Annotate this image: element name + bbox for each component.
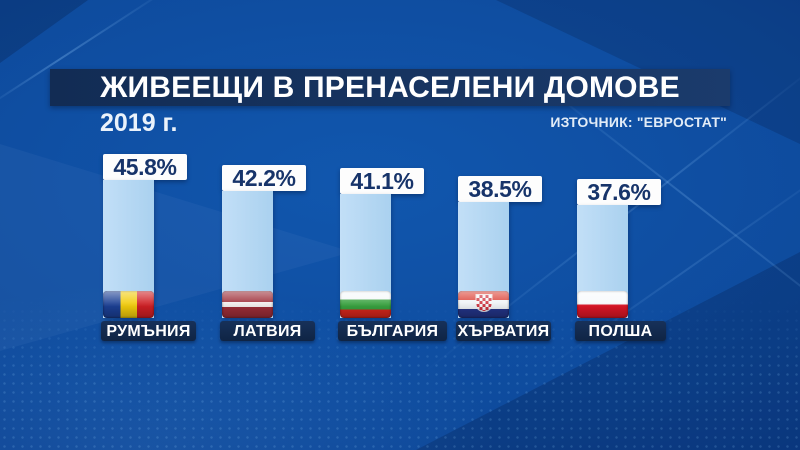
source-label: ИЗТОЧНИК: "ЕВРОСТАТ" [550, 114, 727, 130]
year-label: 2019 г. [100, 109, 178, 137]
country-label-romania: РУМЪНИЯ [101, 321, 196, 341]
bar-romania [103, 180, 154, 318]
value-badge-bulgaria: 41.1% [340, 168, 424, 194]
country-label-poland: ПОЛША [575, 321, 666, 341]
value-badge-poland: 37.6% [577, 179, 661, 205]
value-badge-croatia: 38.5% [458, 176, 542, 202]
value-badge-latvia: 42.2% [222, 165, 306, 191]
flag-bulgaria-icon [340, 291, 391, 318]
country-label-croatia: ХЪРВАТИЯ [456, 321, 551, 341]
flag-romania-icon [103, 291, 154, 318]
title-band: ЖИВЕЕЩИ В ПРЕНАСЕЛЕНИ ДОМОВЕ [50, 69, 730, 106]
croatia-crest-icon [476, 295, 491, 311]
bar-croatia [458, 202, 509, 318]
country-label-latvia: ЛАТВИЯ [220, 321, 315, 341]
bar-bulgaria [340, 194, 391, 318]
value-badge-romania: 45.8% [103, 154, 187, 180]
flag-latvia-icon [222, 291, 273, 318]
page-title: ЖИВЕЕЩИ В ПРЕНАСЕЛЕНИ ДОМОВЕ [100, 70, 680, 104]
bar-poland [577, 205, 628, 318]
flag-poland-icon [577, 291, 628, 318]
flag-croatia-icon [458, 291, 509, 318]
country-label-bulgaria: БЪЛГАРИЯ [338, 321, 447, 341]
bar-latvia [222, 191, 273, 318]
